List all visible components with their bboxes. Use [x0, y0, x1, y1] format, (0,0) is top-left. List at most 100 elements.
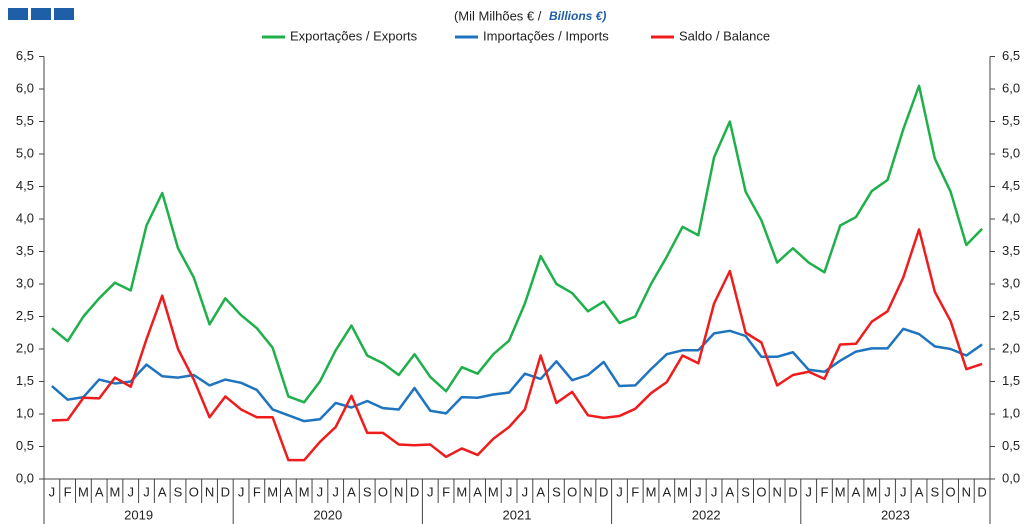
x-tick-label: A: [536, 484, 545, 499]
y2-tick-label: 0,0: [1002, 470, 1020, 485]
year-label: 2021: [503, 507, 532, 522]
x-tick-label: M: [835, 484, 846, 499]
x-tick-label: F: [631, 484, 639, 499]
y-tick-label: 2,5: [16, 308, 34, 323]
y2-tick-label: 2,0: [1002, 340, 1020, 355]
x-tick-label: J: [900, 484, 907, 499]
x-tick-label: O: [946, 484, 956, 499]
x-tick-label: D: [599, 484, 608, 499]
x-tick-label: J: [127, 484, 134, 499]
x-tick-label: F: [442, 484, 450, 499]
x-tick-label: O: [189, 484, 199, 499]
x-tick-label: D: [410, 484, 419, 499]
y2-tick-label: 4,0: [1002, 210, 1020, 225]
x-tick-label: O: [567, 484, 577, 499]
y-tick-label: 2,0: [16, 340, 34, 355]
year-label: 2020: [313, 507, 342, 522]
x-tick-label: M: [866, 484, 877, 499]
y-tick-label: 4,5: [16, 178, 34, 193]
x-tick-label: N: [772, 484, 781, 499]
y-tick-label: 1,5: [16, 373, 34, 388]
y-tick-label: 5,5: [16, 113, 34, 128]
legend-label: Saldo / Balance: [679, 28, 770, 43]
logo-block: [8, 8, 28, 20]
x-tick-label: A: [347, 484, 356, 499]
y2-tick-label: 6,0: [1002, 80, 1020, 95]
x-tick-label: N: [583, 484, 592, 499]
x-tick-label: M: [267, 484, 278, 499]
series-line: [51, 228, 983, 462]
series-line: [51, 327, 983, 423]
x-tick-label: N: [962, 484, 971, 499]
x-tick-label: A: [473, 484, 482, 499]
x-tick-label: A: [95, 484, 104, 499]
y-tick-label: 3,0: [16, 275, 34, 290]
y-tick-label: 0,0: [16, 470, 34, 485]
y2-tick-label: 1,0: [1002, 405, 1020, 420]
x-tick-label: M: [78, 484, 89, 499]
x-tick-label: A: [852, 484, 861, 499]
x-tick-label: J: [884, 484, 891, 499]
y2-tick-label: 5,5: [1002, 113, 1020, 128]
x-tick-label: M: [677, 484, 688, 499]
x-tick-label: M: [488, 484, 499, 499]
x-tick-label: D: [788, 484, 797, 499]
series-line: [51, 84, 984, 404]
y-tick-label: 4,0: [16, 210, 34, 225]
x-tick-label: S: [174, 484, 183, 499]
x-tick-label: F: [64, 484, 72, 499]
y-tick-label: 0,5: [16, 438, 34, 453]
x-tick-label: S: [363, 484, 372, 499]
x-tick-label: M: [299, 484, 310, 499]
y2-tick-label: 3,5: [1002, 243, 1020, 258]
legend-label: Importações / Imports: [483, 28, 609, 43]
x-tick-label: F: [820, 484, 828, 499]
x-tick-label: J: [522, 484, 529, 499]
y2-tick-label: 2,5: [1002, 308, 1020, 323]
x-tick-label: M: [456, 484, 467, 499]
legend-label: Exportações / Exports: [290, 28, 418, 43]
subtitle-en: Billions €): [549, 9, 606, 23]
x-tick-label: J: [143, 484, 150, 499]
x-tick-label: J: [695, 484, 702, 499]
x-tick-label: F: [253, 484, 261, 499]
x-tick-label: O: [756, 484, 766, 499]
y-tick-label: 6,0: [16, 80, 34, 95]
x-tick-label: D: [977, 484, 986, 499]
x-tick-label: O: [378, 484, 388, 499]
x-tick-label: S: [930, 484, 939, 499]
x-tick-label: N: [394, 484, 403, 499]
x-tick-label: N: [205, 484, 214, 499]
x-tick-label: A: [915, 484, 924, 499]
subtitle: (Mil Milhões € /: [454, 8, 545, 23]
x-tick-label: D: [221, 484, 230, 499]
x-tick-label: J: [805, 484, 812, 499]
year-label: 2023: [881, 507, 910, 522]
y2-tick-label: 5,0: [1002, 145, 1020, 160]
logo-block: [54, 8, 74, 20]
y2-tick-label: 0,5: [1002, 438, 1020, 453]
x-tick-label: M: [646, 484, 657, 499]
x-tick-label: A: [284, 484, 293, 499]
y-tick-label: 3,5: [16, 243, 34, 258]
x-tick-label: J: [427, 484, 434, 499]
x-tick-label: J: [49, 484, 56, 499]
year-label: 2019: [124, 507, 153, 522]
x-tick-label: S: [552, 484, 561, 499]
x-tick-label: J: [238, 484, 245, 499]
x-tick-label: S: [741, 484, 750, 499]
y-tick-label: 1,0: [16, 405, 34, 420]
y2-tick-label: 4,5: [1002, 178, 1020, 193]
x-tick-label: J: [506, 484, 513, 499]
x-tick-label: A: [158, 484, 167, 499]
logo-block: [31, 8, 51, 20]
x-tick-label: J: [616, 484, 623, 499]
y2-tick-label: 3,0: [1002, 275, 1020, 290]
x-tick-label: M: [110, 484, 121, 499]
y2-tick-label: 6,5: [1002, 48, 1020, 63]
y-tick-label: 5,0: [16, 145, 34, 160]
x-tick-label: J: [332, 484, 339, 499]
x-tick-label: A: [726, 484, 735, 499]
x-tick-label: J: [317, 484, 324, 499]
